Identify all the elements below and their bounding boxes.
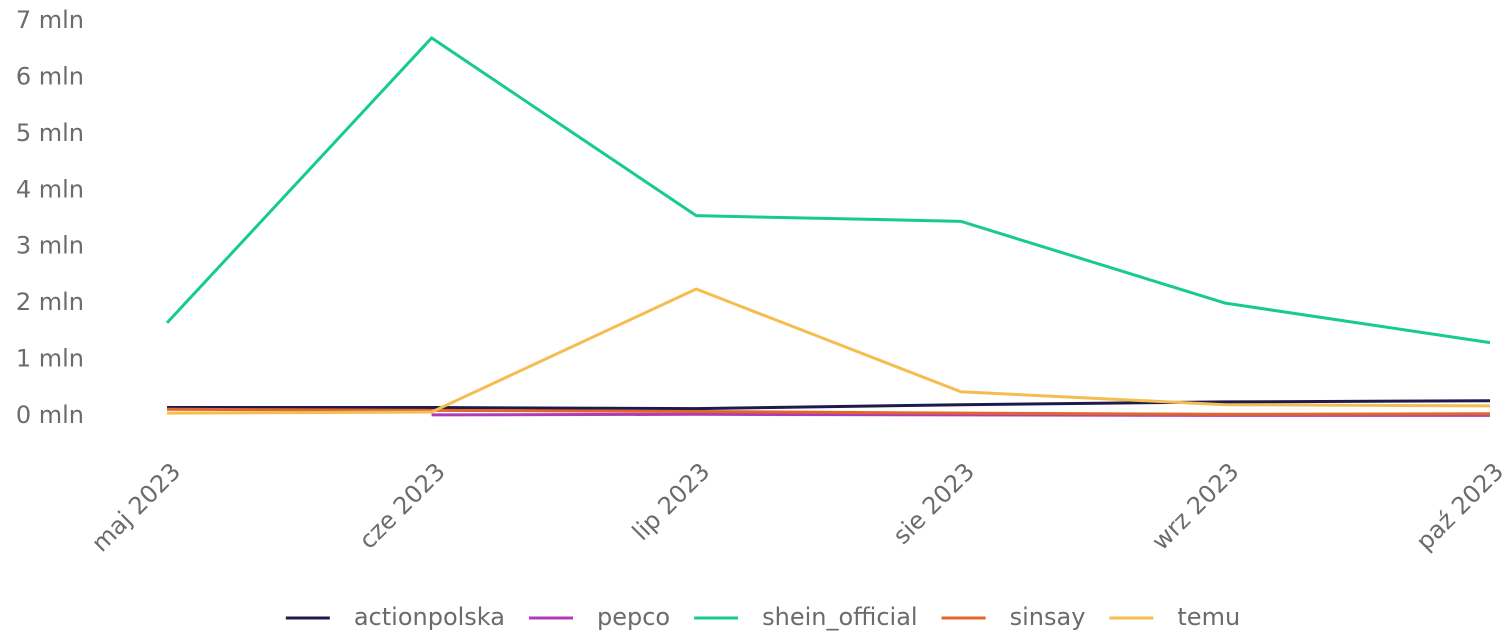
series-line bbox=[166, 287, 1491, 415]
x-tick-label: paź 2023 bbox=[1411, 457, 1506, 555]
x-tick-label: lip 2023 bbox=[627, 457, 716, 546]
series-line bbox=[165, 36, 1491, 345]
x-tick-label: cze 2023 bbox=[354, 457, 451, 554]
y-tick-label: 2 mln bbox=[16, 288, 84, 316]
legend-label: pepco bbox=[597, 603, 670, 631]
y-tick-label: 5 mln bbox=[16, 119, 84, 147]
y-tick-label: 4 mln bbox=[16, 175, 84, 203]
y-tick-label: 3 mln bbox=[16, 232, 84, 260]
y-tick-label: 0 mln bbox=[16, 401, 84, 429]
legend-label: actionpolska bbox=[354, 603, 505, 631]
legend: actionpolska pepco shein_official sinsay tem… bbox=[285, 603, 1240, 631]
series-line bbox=[166, 407, 1491, 416]
legend-label: sinsay bbox=[1010, 603, 1086, 631]
legend-label: shein_official bbox=[762, 603, 917, 631]
x-tick-label: sie 2023 bbox=[888, 457, 980, 549]
x-tick-label: wrz 2023 bbox=[1146, 457, 1244, 555]
x-tick-label: maj 2023 bbox=[86, 457, 186, 557]
legend-label: temu bbox=[1177, 603, 1240, 631]
y-tick-label: 1 mln bbox=[16, 345, 84, 373]
series-line bbox=[167, 399, 1491, 411]
y-tick-label: 7 mln bbox=[16, 6, 84, 34]
y-tick-label: 6 mln bbox=[16, 62, 84, 90]
